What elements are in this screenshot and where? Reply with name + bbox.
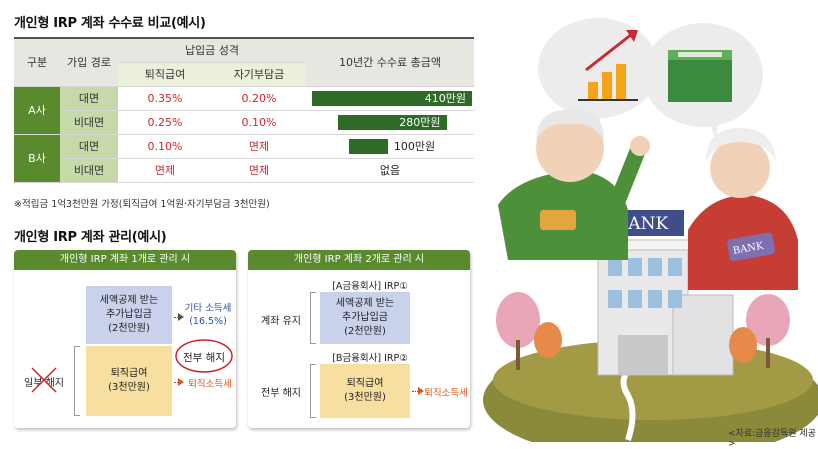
retirement-income-tax: 퇴직소득세 xyxy=(424,388,468,399)
total-fee-bar: 410만원 xyxy=(312,90,472,106)
header-payment-nature: 납입금 성격 xyxy=(118,37,306,63)
retirement-couple-illustration: BANK BANK xyxy=(483,18,818,442)
channel-cell: 비대면 xyxy=(60,110,118,135)
header-channel: 가입 경로 xyxy=(60,37,118,87)
keep-account-label: 계좌 유지 xyxy=(261,316,301,327)
cancel-bracket xyxy=(310,364,316,418)
deductible-line: (2천만원) xyxy=(344,326,386,337)
full-cancel-label: 전부 해지 xyxy=(183,352,225,364)
arrow-head-icon xyxy=(418,387,424,395)
assumption-note: ※적립금 1억3천만원 가정(퇴직급여 1억원·자기부담금 3천만원) xyxy=(14,199,270,210)
total-fee-cell: 100만원 xyxy=(306,134,474,159)
thought-bubble-left xyxy=(538,18,658,118)
arrow-line xyxy=(174,317,180,318)
panel1-header: 개인형 IRP 계좌 1개로 관리 시 xyxy=(14,250,236,270)
deductible-box: 세액공제 받는 추가납입금 (2천만원) xyxy=(86,286,172,344)
company-b: B사 xyxy=(14,134,60,183)
header-self-pay: 자기부담금 xyxy=(212,62,306,87)
deductible-line: 추가납입금 xyxy=(342,312,388,323)
total-fee-cell: 280만원 xyxy=(306,110,474,135)
panel-two-accounts: 개인형 IRP 계좌 2개로 관리 시 [A금융회사] IRP① 세액공제 받는… xyxy=(248,250,470,428)
total-fee-bar: 280만원 xyxy=(337,114,447,130)
other-income-tax: 기타 소득세 (16.5%) xyxy=(180,302,236,328)
retirement-box: 퇴직급여 (3천만원) xyxy=(320,364,410,418)
source-label: <자료:금융감독원 제공> xyxy=(728,429,816,449)
deductible-line: (2천만원) xyxy=(108,323,150,334)
total-fee-label: 100만원 xyxy=(393,140,436,153)
arrow-line xyxy=(412,391,420,392)
deductible-line: 추가납입금 xyxy=(106,309,152,320)
retirement-fee: 0.35% xyxy=(118,86,212,111)
channel-cell: 대면 xyxy=(60,86,118,111)
account-b-label: [B금융회사] IRP② xyxy=(332,353,408,364)
fee-table: 구분 가입 경로 납입금 성격 10년간 수수료 총금액 퇴직급여 자기부담금 … xyxy=(14,37,474,183)
retirement-box: 퇴직급여 (3천만원) xyxy=(86,346,172,416)
self-fee: 면제 xyxy=(212,158,306,183)
arrow-head-icon xyxy=(178,378,184,386)
retirement-line: (3천만원) xyxy=(344,392,386,403)
deductible-line: 세액공제 받는 xyxy=(99,295,159,306)
retirement-fee: 0.25% xyxy=(118,110,212,135)
channel-cell: 대면 xyxy=(60,134,118,159)
header-total-fee: 10년간 수수료 총금액 xyxy=(306,37,474,87)
section2-title: 개인형 IRP 계좌 관리(예시) xyxy=(14,230,167,245)
tax-line: 기타 소득세 xyxy=(184,303,232,314)
retirement-line: 퇴직급여 xyxy=(346,378,384,389)
keep-bracket xyxy=(310,292,316,344)
retirement-line: (3천만원) xyxy=(108,382,150,393)
cross-mark-icon xyxy=(31,367,57,393)
self-fee: 0.20% xyxy=(212,86,306,111)
bank-sign-text: BANK xyxy=(616,214,669,234)
panel-one-account: 개인형 IRP 계좌 1개로 관리 시 세액공제 받는 추가납입금 (2천만원)… xyxy=(14,250,236,428)
deductible-line: 세액공제 받는 xyxy=(335,298,395,309)
total-fee-none: 없음 xyxy=(306,158,474,183)
retirement-fee: 0.10% xyxy=(118,134,212,159)
retirement-line: 퇴직급여 xyxy=(110,368,148,379)
deductible-box: 세액공제 받는 추가납입금 (2천만원) xyxy=(320,292,410,344)
partial-cancel-label: 일부 해지 xyxy=(24,378,64,389)
tax-line: (16.5%) xyxy=(189,316,227,327)
header-category: 구분 xyxy=(14,37,60,87)
account-a-label: [A금융회사] IRP① xyxy=(332,281,408,292)
full-cancel-label: 전부 해지 xyxy=(261,388,301,399)
section1-title: 개인형 IRP 계좌 수수료 비교(예시) xyxy=(14,16,206,31)
total-fee-bar xyxy=(348,138,388,154)
self-fee: 0.10% xyxy=(212,110,306,135)
partial-bracket xyxy=(74,346,80,416)
header-retirement-pay: 퇴직급여 xyxy=(118,62,212,87)
channel-cell: 비대면 xyxy=(60,158,118,183)
panel2-header: 개인형 IRP 계좌 2개로 관리 시 xyxy=(248,250,470,270)
self-fee: 면제 xyxy=(212,134,306,159)
company-a: A사 xyxy=(14,86,60,135)
retirement-fee: 면제 xyxy=(118,158,212,183)
retirement-income-tax: 퇴직소득세 xyxy=(188,379,232,390)
arrow-line xyxy=(174,382,180,383)
bankbook-text: BANK xyxy=(732,241,765,257)
arrow-head-icon xyxy=(178,313,184,321)
total-fee-cell: 410만원 xyxy=(306,86,474,111)
full-cancel-oval xyxy=(175,339,233,373)
